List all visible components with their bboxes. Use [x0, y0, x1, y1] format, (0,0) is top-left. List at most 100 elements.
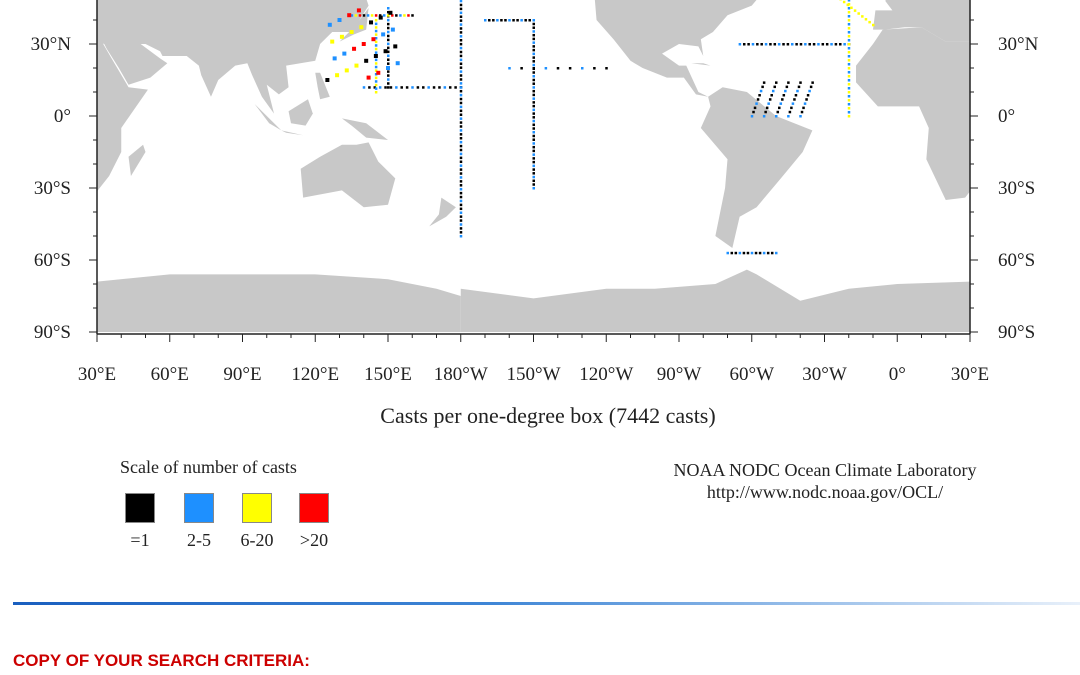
cast-marker [459, 180, 463, 183]
cast-marker [387, 70, 390, 73]
legend-label: 2-5 [187, 530, 211, 550]
cast-marker [381, 32, 386, 37]
land-japan [339, 8, 369, 42]
cast-marker [400, 86, 403, 89]
cast-marker [459, 117, 463, 120]
cast-marker [459, 231, 463, 234]
cast-marker [459, 191, 463, 195]
cast-marker [532, 138, 535, 141]
cast-marker [532, 187, 535, 190]
cast-marker [532, 97, 535, 100]
credit-org: NOAA NODC Ocean Climate Laboratory [673, 460, 977, 480]
cast-marker [853, 9, 857, 12]
search-criteria-heading: COPY OF YOUR SEARCH CRITERIA: [13, 651, 310, 670]
land-madagascar [128, 144, 146, 176]
cast-marker [438, 86, 441, 89]
cast-marker [532, 131, 535, 134]
cast-marker [368, 86, 371, 89]
cast-marker [532, 78, 535, 82]
cast-marker [781, 98, 784, 101]
cast-marker [799, 81, 802, 84]
cast-marker [532, 164, 535, 168]
cast-marker [532, 22, 535, 26]
cast-marker [524, 19, 527, 22]
cast-marker [407, 14, 410, 17]
land-eurasia [873, 0, 970, 42]
cast-marker [484, 19, 487, 22]
cast-marker [755, 102, 758, 105]
cast-marker [532, 157, 535, 160]
cast-marker [847, 23, 851, 26]
cast-marker [443, 86, 447, 89]
cast-marker [459, 89, 463, 93]
cast-marker [448, 86, 452, 89]
cast-marker [532, 45, 535, 48]
cast-marker [387, 18, 390, 22]
cast-marker [847, 35, 851, 38]
cast-marker [847, 107, 851, 110]
cast-marker [785, 85, 789, 89]
lon-label: 150°W [506, 364, 560, 385]
cast-marker [347, 13, 352, 18]
land-africa [856, 27, 970, 200]
axis-labels: 30°N 30°N 0° 0° 30°S 30°S 60°S 60°S 90°S 90°S 30°E… [31, 34, 1039, 385]
cast-marker [794, 94, 798, 97]
cast-marker [812, 43, 816, 46]
cast-marker [766, 251, 770, 255]
legend-swatch-2-5 [184, 493, 214, 523]
cast-marker [847, 79, 851, 82]
cast-marker [342, 51, 347, 56]
cast-marker [593, 67, 596, 70]
lon-label: 120°W [579, 364, 633, 385]
cast-marker [750, 115, 754, 118]
cast-marker [532, 145, 535, 149]
cast-marker [330, 39, 335, 44]
cast-marker [374, 22, 378, 26]
cast-marker [808, 89, 811, 93]
cast-marker [459, 148, 463, 152]
cast-marker [405, 86, 409, 89]
cast-marker [332, 56, 337, 61]
cast-marker [842, 0, 846, 4]
cast-marker [528, 19, 531, 22]
cast-marker [532, 82, 535, 85]
cast-marker [459, 23, 463, 26]
cast-marker [387, 46, 390, 50]
cast-marker [806, 94, 810, 97]
cast-marker [532, 108, 535, 112]
cast-marker [459, 187, 463, 191]
cast-marker [459, 66, 463, 69]
cast-markers [325, 0, 875, 255]
cast-marker [508, 67, 511, 70]
cast-marker [754, 251, 758, 255]
cast-marker [847, 67, 851, 70]
cast-marker [387, 38, 390, 42]
land-africa [97, 41, 148, 192]
cast-marker [327, 22, 332, 27]
legend-title: Scale of number of casts [120, 457, 297, 477]
cast-marker [459, 27, 463, 30]
cast-marker [459, 46, 463, 50]
cast-marker [520, 67, 523, 70]
cast-marker [371, 37, 376, 42]
cast-marker [387, 86, 390, 89]
cast-marker [846, 3, 850, 7]
cast-marker [373, 86, 377, 89]
cast-marker [374, 29, 378, 33]
cast-marker [847, 115, 851, 118]
cast-marker [747, 43, 750, 46]
cast-marker [847, 27, 851, 30]
cast-marker [532, 123, 535, 127]
cast-marker [532, 19, 535, 22]
land-eurasia [97, 0, 369, 114]
cast-marker [847, 83, 851, 86]
lat-label-left: 30°S [34, 178, 71, 199]
cast-marker [762, 115, 766, 118]
cast-marker [532, 33, 535, 37]
cast-marker [532, 104, 535, 108]
lon-label: 180°W [434, 364, 488, 385]
cast-marker [532, 116, 535, 119]
land-australia [300, 142, 396, 208]
cast-marker [459, 219, 463, 222]
lat-label-right: 0° [998, 106, 1015, 127]
